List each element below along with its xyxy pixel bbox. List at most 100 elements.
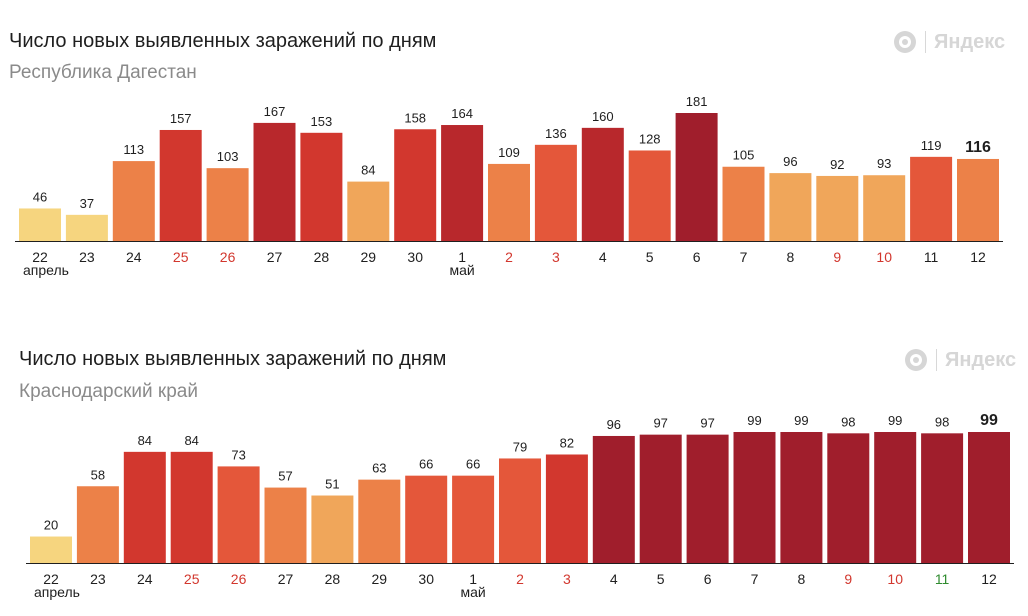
yandex-logo: Яндекс bbox=[904, 348, 1016, 372]
bar-value-label: 98 bbox=[841, 414, 855, 429]
x-tick-label: 1 bbox=[469, 571, 477, 587]
x-tick-label: 9 bbox=[833, 249, 841, 265]
bar bbox=[441, 125, 484, 241]
x-tick-label: 24 bbox=[126, 249, 142, 265]
bar-value-label: 157 bbox=[170, 111, 192, 126]
bar-value-label: 164 bbox=[451, 106, 473, 121]
bar-value-label: 181 bbox=[686, 94, 708, 109]
x-tick-label: 3 bbox=[552, 249, 560, 265]
bar-value-label: 136 bbox=[545, 126, 567, 141]
bar bbox=[217, 466, 260, 563]
bar-value-label: 103 bbox=[217, 149, 239, 164]
bar-value-label: 99 bbox=[794, 413, 808, 428]
bar bbox=[968, 432, 1010, 563]
bar bbox=[592, 435, 635, 563]
bar-value-label: 84 bbox=[361, 163, 375, 178]
chart-subtitle: Республика Дагестан bbox=[9, 62, 197, 83]
bar bbox=[499, 458, 541, 563]
x-tick-label: 26 bbox=[231, 571, 247, 587]
x-tick-label: 2 bbox=[505, 249, 513, 265]
chart-subtitle: Краснодарский край bbox=[19, 381, 198, 402]
bar bbox=[534, 144, 577, 241]
bar-value-label: 20 bbox=[44, 518, 58, 533]
bar bbox=[675, 113, 718, 241]
brand-separator bbox=[936, 349, 937, 371]
bar-value-label: 93 bbox=[877, 156, 891, 171]
x-tick-label: 22 bbox=[43, 571, 59, 587]
bar-value-label: 66 bbox=[466, 457, 480, 472]
bar bbox=[112, 161, 155, 241]
bar bbox=[910, 156, 953, 241]
x-tick-label: 10 bbox=[876, 249, 892, 265]
bar bbox=[253, 122, 296, 241]
x-tick-label: 22 bbox=[32, 249, 48, 265]
x-tick-label: 5 bbox=[646, 249, 654, 265]
x-tick-label: 11 bbox=[935, 571, 950, 587]
bar-value-label: 58 bbox=[91, 467, 105, 482]
bar-value-label: 82 bbox=[560, 435, 574, 450]
x-tick-label: 8 bbox=[798, 571, 806, 587]
x-tick-label: 25 bbox=[173, 249, 189, 265]
bar-value-label: 96 bbox=[607, 417, 621, 432]
x-tick-label: 7 bbox=[751, 571, 759, 587]
bar bbox=[686, 434, 729, 563]
month-label: май bbox=[460, 584, 485, 600]
bar-value-label: 63 bbox=[372, 461, 386, 476]
bar-chart-krasnodar: 2022582384248425732657275128632966306617… bbox=[26, 412, 1014, 600]
bar bbox=[733, 432, 776, 563]
bar bbox=[957, 158, 999, 241]
bar-value-label: 37 bbox=[80, 196, 94, 211]
bar-value-label: 66 bbox=[419, 457, 433, 472]
yandex-eye-icon bbox=[905, 349, 927, 371]
bar bbox=[780, 432, 823, 563]
bar bbox=[863, 175, 906, 241]
bar bbox=[30, 536, 72, 563]
bar bbox=[347, 181, 390, 241]
bar bbox=[628, 150, 671, 241]
x-tick-label: 24 bbox=[137, 571, 153, 587]
x-tick-label: 23 bbox=[90, 571, 106, 587]
x-tick-label: 29 bbox=[372, 571, 388, 587]
x-tick-label: 7 bbox=[740, 249, 748, 265]
x-tick-label: 12 bbox=[970, 249, 986, 265]
x-tick-label: 3 bbox=[563, 571, 571, 587]
chart-title: Число новых выявленных заражений по дням bbox=[19, 348, 447, 370]
x-tick-label: 4 bbox=[610, 571, 618, 587]
x-tick-label: 23 bbox=[79, 249, 95, 265]
bar-value-label: 51 bbox=[325, 477, 339, 492]
bar-value-label: 113 bbox=[123, 142, 144, 157]
bar-value-label: 99 bbox=[980, 412, 998, 429]
bar-value-label: 119 bbox=[921, 138, 942, 153]
bar-value-label: 96 bbox=[783, 154, 797, 169]
bar-value-label: 73 bbox=[231, 447, 245, 462]
x-tick-label: 8 bbox=[787, 249, 795, 265]
bar bbox=[769, 173, 812, 241]
bar-value-label: 116 bbox=[965, 139, 991, 156]
bar-value-label: 105 bbox=[733, 148, 755, 163]
x-tick-label: 29 bbox=[361, 249, 377, 265]
x-tick-label: 28 bbox=[314, 249, 330, 265]
bar-value-label: 99 bbox=[888, 413, 902, 428]
bar bbox=[722, 166, 765, 241]
bar-value-label: 97 bbox=[653, 416, 667, 431]
x-tick-label: 4 bbox=[599, 249, 607, 265]
bar bbox=[639, 434, 682, 563]
x-tick-label: 6 bbox=[693, 249, 701, 265]
bar bbox=[159, 129, 202, 241]
bar bbox=[816, 175, 859, 241]
month-label: апрель bbox=[34, 584, 80, 600]
month-label: май bbox=[449, 262, 474, 278]
yandex-eye-icon bbox=[894, 31, 916, 53]
x-tick-label: 28 bbox=[325, 571, 341, 587]
bar-value-label: 92 bbox=[830, 157, 844, 172]
bar-value-label: 158 bbox=[404, 110, 426, 125]
chart-title: Число новых выявленных заражений по дням bbox=[9, 30, 437, 52]
bar-value-label: 98 bbox=[935, 414, 949, 429]
bar bbox=[394, 129, 437, 241]
bar bbox=[545, 454, 588, 563]
x-tick-label: 25 bbox=[184, 571, 200, 587]
x-tick-label: 27 bbox=[278, 571, 294, 587]
x-tick-label: 9 bbox=[844, 571, 852, 587]
bar-value-label: 109 bbox=[498, 145, 520, 160]
bar bbox=[581, 127, 624, 241]
